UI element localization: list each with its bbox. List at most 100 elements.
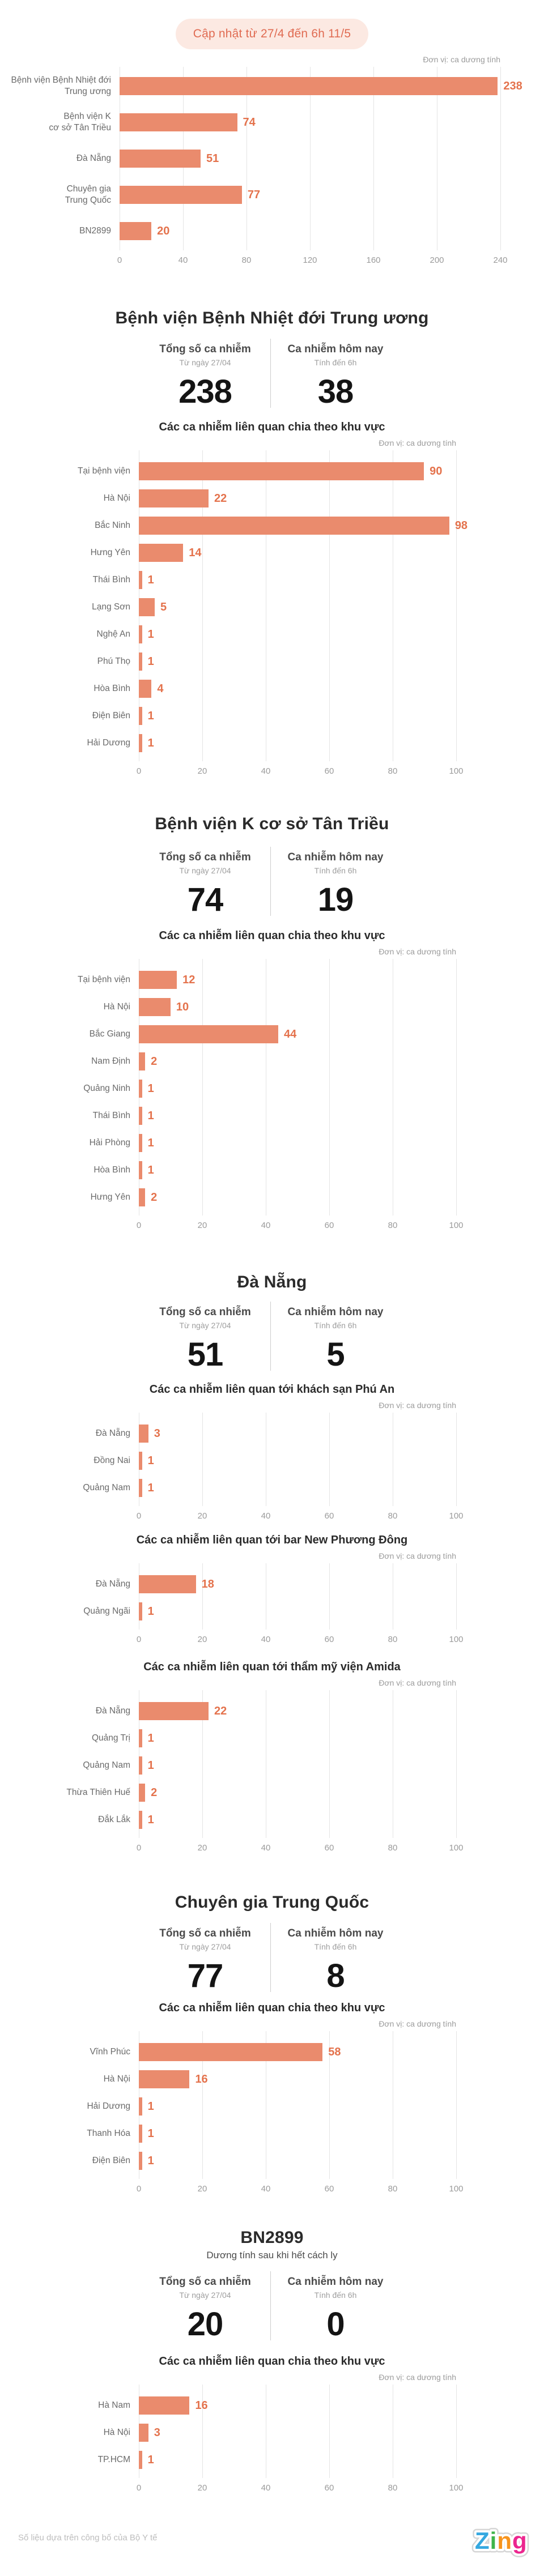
chart-gridline — [329, 2385, 330, 2478]
unit-label: Đơn vị: ca dương tính — [379, 2373, 456, 2382]
chart-subtitle: Các ca nhiễm liên quan chia theo khu vực — [159, 2002, 385, 2014]
bar — [139, 2152, 142, 2170]
chart-gridline — [202, 959, 203, 1216]
stat-total-column: Tổng số ca nhiễm Từ ngày 27/04 77 — [140, 1927, 270, 1995]
category-label-text: Quảng Trị — [91, 1733, 130, 1743]
category-label-text: BN2899 — [79, 226, 111, 236]
bar — [139, 1134, 142, 1152]
x-axis-tick-label: 20 — [197, 1221, 207, 1230]
bar — [139, 707, 142, 725]
category-label: Quảng Trị — [17, 1725, 130, 1752]
bar-value-label: 1 — [147, 710, 154, 722]
x-axis-tick-label: 40 — [178, 255, 188, 265]
stat-total-sublabel: Từ ngày 27/04 — [179, 1942, 231, 1951]
chart-gridline — [373, 67, 374, 250]
stat-total-column: Tổng số ca nhiễm Từ ngày 27/04 74 — [140, 851, 270, 919]
stat-total-value: 238 — [178, 373, 232, 410]
x-axis-tick-label: 240 — [493, 255, 508, 265]
category-label-text: Hưng Yên — [90, 1192, 130, 1202]
bar — [139, 1729, 142, 1747]
category-label-text: Hà Nội — [103, 2074, 130, 2084]
x-axis-tick-label: 40 — [261, 1635, 271, 1644]
category-label: Hà Nội — [17, 485, 130, 512]
x-axis-tick-label: 100 — [449, 2483, 464, 2493]
bar — [139, 1025, 278, 1043]
category-label-text: Bệnh viện Bệnh Nhiệt đới Trung ương — [11, 75, 111, 96]
bar-value-label: 1 — [147, 2454, 154, 2466]
stat-today-value: 19 — [317, 881, 354, 918]
category-label: Hà Nam — [17, 2392, 130, 2419]
category-label: Điện Biên — [17, 702, 130, 730]
stat-today-label: Ca nhiễm hôm nay — [287, 343, 384, 355]
category-label: Bắc Giang — [17, 1021, 130, 1048]
bar — [139, 598, 155, 616]
stat-today-label: Ca nhiễm hôm nay — [287, 1306, 384, 1318]
category-label-text: Đà Nẵng — [95, 1706, 130, 1716]
bar — [139, 2125, 142, 2143]
bar — [139, 2097, 142, 2116]
stat-total-column: Tổng số ca nhiễm Từ ngày 27/04 51 — [140, 1306, 270, 1374]
stats-divider — [270, 1302, 271, 1371]
category-label-text: Hà Nội — [103, 2428, 130, 2437]
bar — [139, 2396, 190, 2415]
unit-label: Đơn vị: ca dương tính — [423, 55, 500, 64]
category-label: Vĩnh Phúc — [17, 2038, 130, 2066]
stat-today-label: Ca nhiễm hôm nay — [287, 851, 384, 863]
stat-total-sublabel: Từ ngày 27/04 — [179, 358, 231, 367]
stat-today-label: Ca nhiễm hôm nay — [287, 1927, 384, 1939]
chart-subtitle: Các ca nhiễm liên quan chia theo khu vực — [159, 2355, 385, 2368]
x-axis-tick-label: 20 — [197, 1511, 207, 1521]
chart-gridline — [310, 67, 311, 250]
category-label-text: Bắc Giang — [89, 1029, 130, 1039]
category-label: Tại bệnh viện — [17, 458, 130, 485]
stat-total-value: 20 — [187, 2306, 224, 2343]
category-label-text: Đà Nẵng — [76, 153, 111, 163]
chart-gridline — [329, 959, 330, 1216]
x-axis-tick-label: 80 — [388, 1511, 398, 1521]
x-axis-tick-label: 60 — [324, 1511, 334, 1521]
chart-gridline — [329, 2031, 330, 2179]
category-label: Hải Phòng — [17, 1129, 130, 1157]
category-label: Bệnh viện K cơ sở Tân Triều — [0, 109, 111, 136]
bar-value-label: 5 — [160, 601, 167, 613]
bar — [139, 1161, 142, 1179]
x-axis-tick-label: 20 — [197, 2184, 207, 2194]
bar — [139, 1425, 148, 1443]
bar-value-label: 1 — [147, 1110, 154, 1122]
stat-today-column: Ca nhiễm hôm nay Tính đến 6h 38 — [270, 343, 401, 411]
x-axis-tick-label: 80 — [241, 255, 252, 265]
category-label-text: Hà Nam — [98, 2400, 130, 2410]
category-label-text: Điện Biên — [92, 711, 130, 720]
bar — [139, 1756, 142, 1775]
category-label-text: Đà Nẵng — [95, 1428, 130, 1438]
section-title: Bệnh viện Bệnh Nhiệt đới Trung ương — [115, 309, 429, 327]
stat-total-sublabel: Từ ngày 27/04 — [179, 866, 231, 875]
x-axis-tick-label: 100 — [449, 1635, 464, 1644]
bar-value-label: 98 — [454, 519, 468, 532]
x-axis-tick-label: 80 — [388, 1843, 398, 1853]
x-axis-tick-label: 40 — [261, 2483, 271, 2493]
bar — [139, 462, 424, 480]
chart-gridline — [202, 1690, 203, 1838]
bar-value-label: 1 — [147, 1082, 154, 1095]
svg-text:Zing: Zing — [475, 2527, 528, 2554]
chart-gridline — [329, 450, 330, 761]
x-axis-tick-label: 100 — [449, 1221, 464, 1230]
x-axis-tick-label: 60 — [324, 2483, 334, 2493]
category-label: Hưng Yên — [17, 1184, 130, 1211]
bar-value-label: 1 — [147, 1814, 154, 1826]
x-axis-tick-label: 20 — [197, 1843, 207, 1853]
unit-label: Đơn vị: ca dương tính — [379, 947, 456, 956]
category-label-text: Quảng Ngãi — [83, 1606, 130, 1616]
stat-today-label: Ca nhiễm hôm nay — [287, 2276, 384, 2288]
svg-text:Zing: Zing — [475, 2527, 528, 2554]
category-label: Thanh Hóa — [17, 2120, 130, 2147]
category-label: Hải Dương — [17, 730, 130, 757]
chart-gridline — [456, 1413, 457, 1506]
chart-gridline — [456, 2031, 457, 2179]
bar — [139, 2451, 142, 2469]
category-label-text: Đắk Lắk — [98, 1815, 130, 1824]
bar-value-label: 4 — [157, 683, 164, 695]
stat-today-sublabel: Tính đến 6h — [314, 2291, 357, 2300]
